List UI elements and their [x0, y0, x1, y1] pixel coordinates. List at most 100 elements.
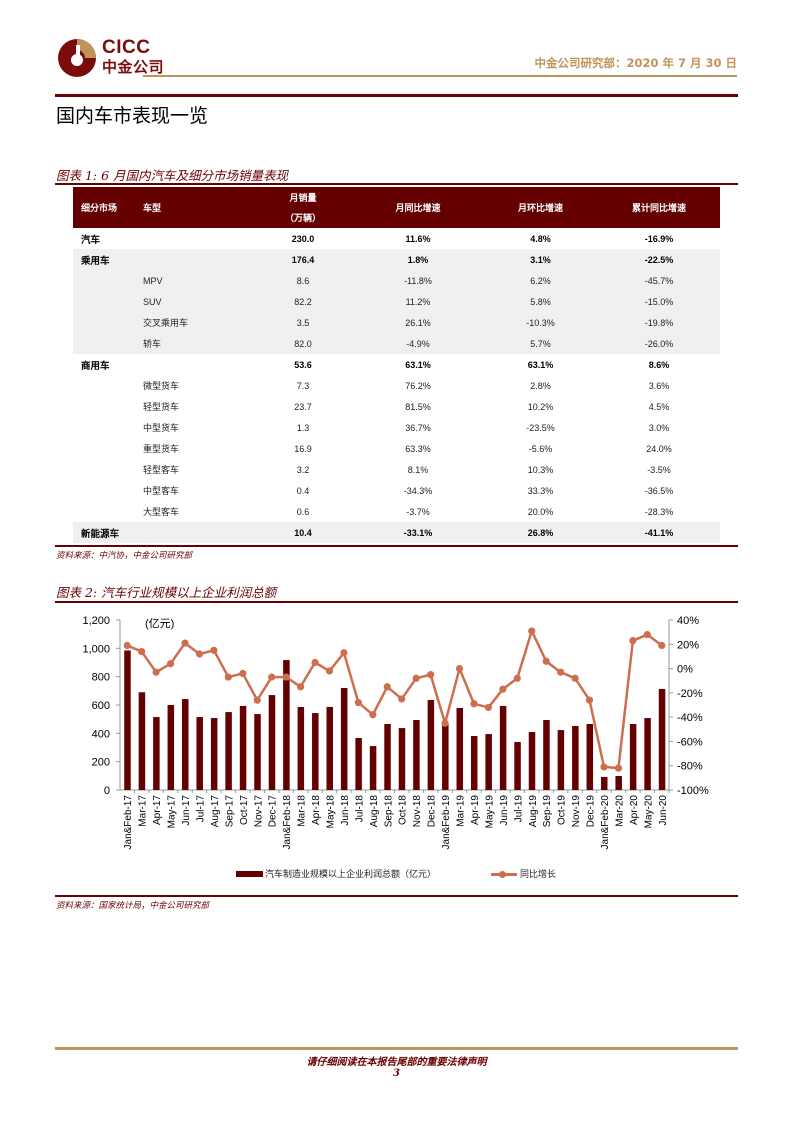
- profit-bar: [254, 714, 261, 790]
- yoy-growth-marker: [166, 660, 175, 668]
- x-tick-label: Nov-17: [253, 795, 264, 828]
- cell-yoy: -3.7%: [406, 506, 430, 517]
- profit-bar: [442, 722, 449, 790]
- header-divider-dark: [55, 94, 738, 97]
- profit-bar: [485, 734, 492, 790]
- cell-sales: 8.6: [253, 270, 353, 291]
- yoy-growth-marker: [470, 700, 478, 708]
- cell-segment: 汽车: [81, 234, 101, 246]
- table-row: 商用车 53.6 63.1% 63.1% 8.6%: [73, 354, 720, 375]
- cell-yoy: 8.1%: [407, 464, 429, 475]
- legend-line-marker-icon: [499, 871, 506, 878]
- figure2-title: 图表 2: 汽车行业规模以上企业利润总额: [56, 585, 277, 600]
- x-tick-label: Jun-17: [181, 795, 192, 826]
- profit-bar: [196, 717, 203, 790]
- cell-segment: 新能源车: [73, 522, 143, 543]
- cell-mom: 20.0%: [527, 506, 554, 517]
- cell-sales: 16.9: [294, 443, 312, 454]
- yoy-growth-marker: [138, 647, 146, 656]
- x-tick-label: Oct-18: [398, 795, 409, 825]
- cell-model: [143, 522, 253, 543]
- sales-table: 细分市场 车型 月销量 （万辆） 月同比增速 月环比增速 累计同比增速 汽车 23…: [73, 187, 720, 543]
- yoy-growth-marker: [412, 674, 420, 682]
- yoy-growth-marker: [210, 646, 218, 654]
- cell-yoy: 11.2%: [353, 291, 483, 312]
- profit-bar: [384, 723, 391, 790]
- profit-bar: [644, 718, 651, 790]
- right-tick-label: -40%: [677, 712, 703, 724]
- cell-yoy: 11.6%: [405, 233, 431, 244]
- cell-segment: [73, 375, 143, 396]
- x-tick-label: Apr-18: [311, 795, 322, 825]
- x-tick-label: Mar-18: [297, 795, 308, 827]
- x-tick-label: Apr-17: [152, 795, 163, 825]
- figure2-source: 资料来源：国家统计局，中金公司研究部: [56, 901, 210, 911]
- legend-bar-label: 汽车制造业规模以上企业利润总额（亿元）: [265, 870, 437, 880]
- cell-mom: 6.2%: [483, 270, 598, 291]
- cell-ytd: -41.1%: [598, 522, 720, 543]
- table-row: 中型客车 0.4 -34.3% 33.3% -36.5%: [73, 480, 720, 501]
- profit-bar: [456, 707, 464, 790]
- cell-yoy: -34.3%: [403, 485, 433, 496]
- cell-mom: 5.7%: [483, 333, 598, 354]
- table-row: 轻型货车 23.7 81.5% 10.2% 4.5%: [73, 396, 720, 417]
- cell-ytd: -45.7%: [598, 270, 720, 291]
- header-sales: 月销量 （万辆）: [253, 187, 353, 228]
- table1-bottom-rule: [55, 545, 738, 547]
- cell-mom: 4.8%: [530, 233, 551, 244]
- table-row: 大型客车 0.6 -3.7% 20.0% -28.3%: [73, 501, 720, 522]
- x-tick-label: Jul-17: [195, 795, 206, 823]
- cell-yoy: 81.5%: [405, 401, 431, 412]
- report-meta: 中金公司研究部：2020 年 7 月 30 日: [534, 56, 737, 70]
- x-tick-label: Sep-18: [383, 795, 394, 828]
- yoy-growth-marker: [239, 669, 247, 678]
- cell-model: 轻型客车: [143, 465, 180, 475]
- table-row: 汽车 230.0 11.6% 4.8% -16.9%: [73, 228, 720, 249]
- cell-ytd: 4.5%: [648, 401, 670, 412]
- profit-bar: [600, 776, 608, 790]
- x-tick-label: Mar-20: [614, 795, 625, 827]
- cell-ytd: -15.0%: [598, 291, 720, 312]
- cell-segment: [73, 396, 143, 417]
- right-tick-label: -20%: [677, 688, 703, 700]
- x-tick-label: Aug-19: [528, 795, 539, 828]
- yoy-growth-marker: [296, 683, 305, 691]
- profit-bar: [153, 717, 160, 790]
- cell-model: [143, 228, 253, 249]
- x-tick-label: Jan&Feb-17: [123, 795, 134, 850]
- cell-model: [143, 249, 253, 270]
- profit-bar: [615, 775, 622, 790]
- table-row: 重型货车 16.9 63.3% -5.6% 24.0%: [73, 438, 720, 459]
- profit-bar: [124, 650, 131, 790]
- profit-bar: [413, 720, 420, 790]
- yoy-growth-marker: [614, 764, 623, 772]
- x-tick-label: Jun-18: [340, 795, 351, 826]
- yoy-growth-marker: [455, 664, 464, 673]
- profit-bar: [225, 712, 232, 790]
- cell-model: 交叉乘用车: [143, 312, 253, 333]
- cicc-logo: CICC 中金公司: [57, 38, 172, 80]
- logo-text-cn: 中金公司: [102, 58, 165, 76]
- cell-sales: 0.6: [296, 506, 310, 517]
- profit-bar: [427, 700, 435, 790]
- cell-mom: -5.6%: [528, 443, 553, 454]
- profit-bar: [326, 706, 333, 790]
- cell-sales: 82.0: [253, 333, 353, 354]
- cell-sales: 53.6: [294, 359, 312, 370]
- legend-line-label: 同比增长: [520, 870, 557, 880]
- yoy-growth-marker: [253, 696, 261, 704]
- cell-ytd: -16.9%: [644, 233, 674, 244]
- yoy-growth-marker: [181, 639, 189, 647]
- profit-bar: [369, 746, 377, 790]
- x-tick-label: Sep-17: [224, 795, 235, 828]
- header-sales-line2: （万辆）: [284, 212, 321, 223]
- profit-bar: [210, 718, 218, 790]
- cell-mom: 10.2%: [527, 401, 554, 412]
- x-tick-label: Jan&Feb-18: [282, 795, 293, 850]
- cell-mom: -23.5%: [526, 422, 555, 433]
- yoy-growth-marker: [340, 649, 348, 657]
- yoy-growth-marker: [528, 627, 536, 635]
- cell-sales: 23.7: [294, 401, 312, 412]
- cell-sales: 82.2: [253, 291, 353, 312]
- profit-chart-svg: 0 200 400 600 800 1,000 1,200 -100% -80% -60% -40%…: [82, 615, 709, 850]
